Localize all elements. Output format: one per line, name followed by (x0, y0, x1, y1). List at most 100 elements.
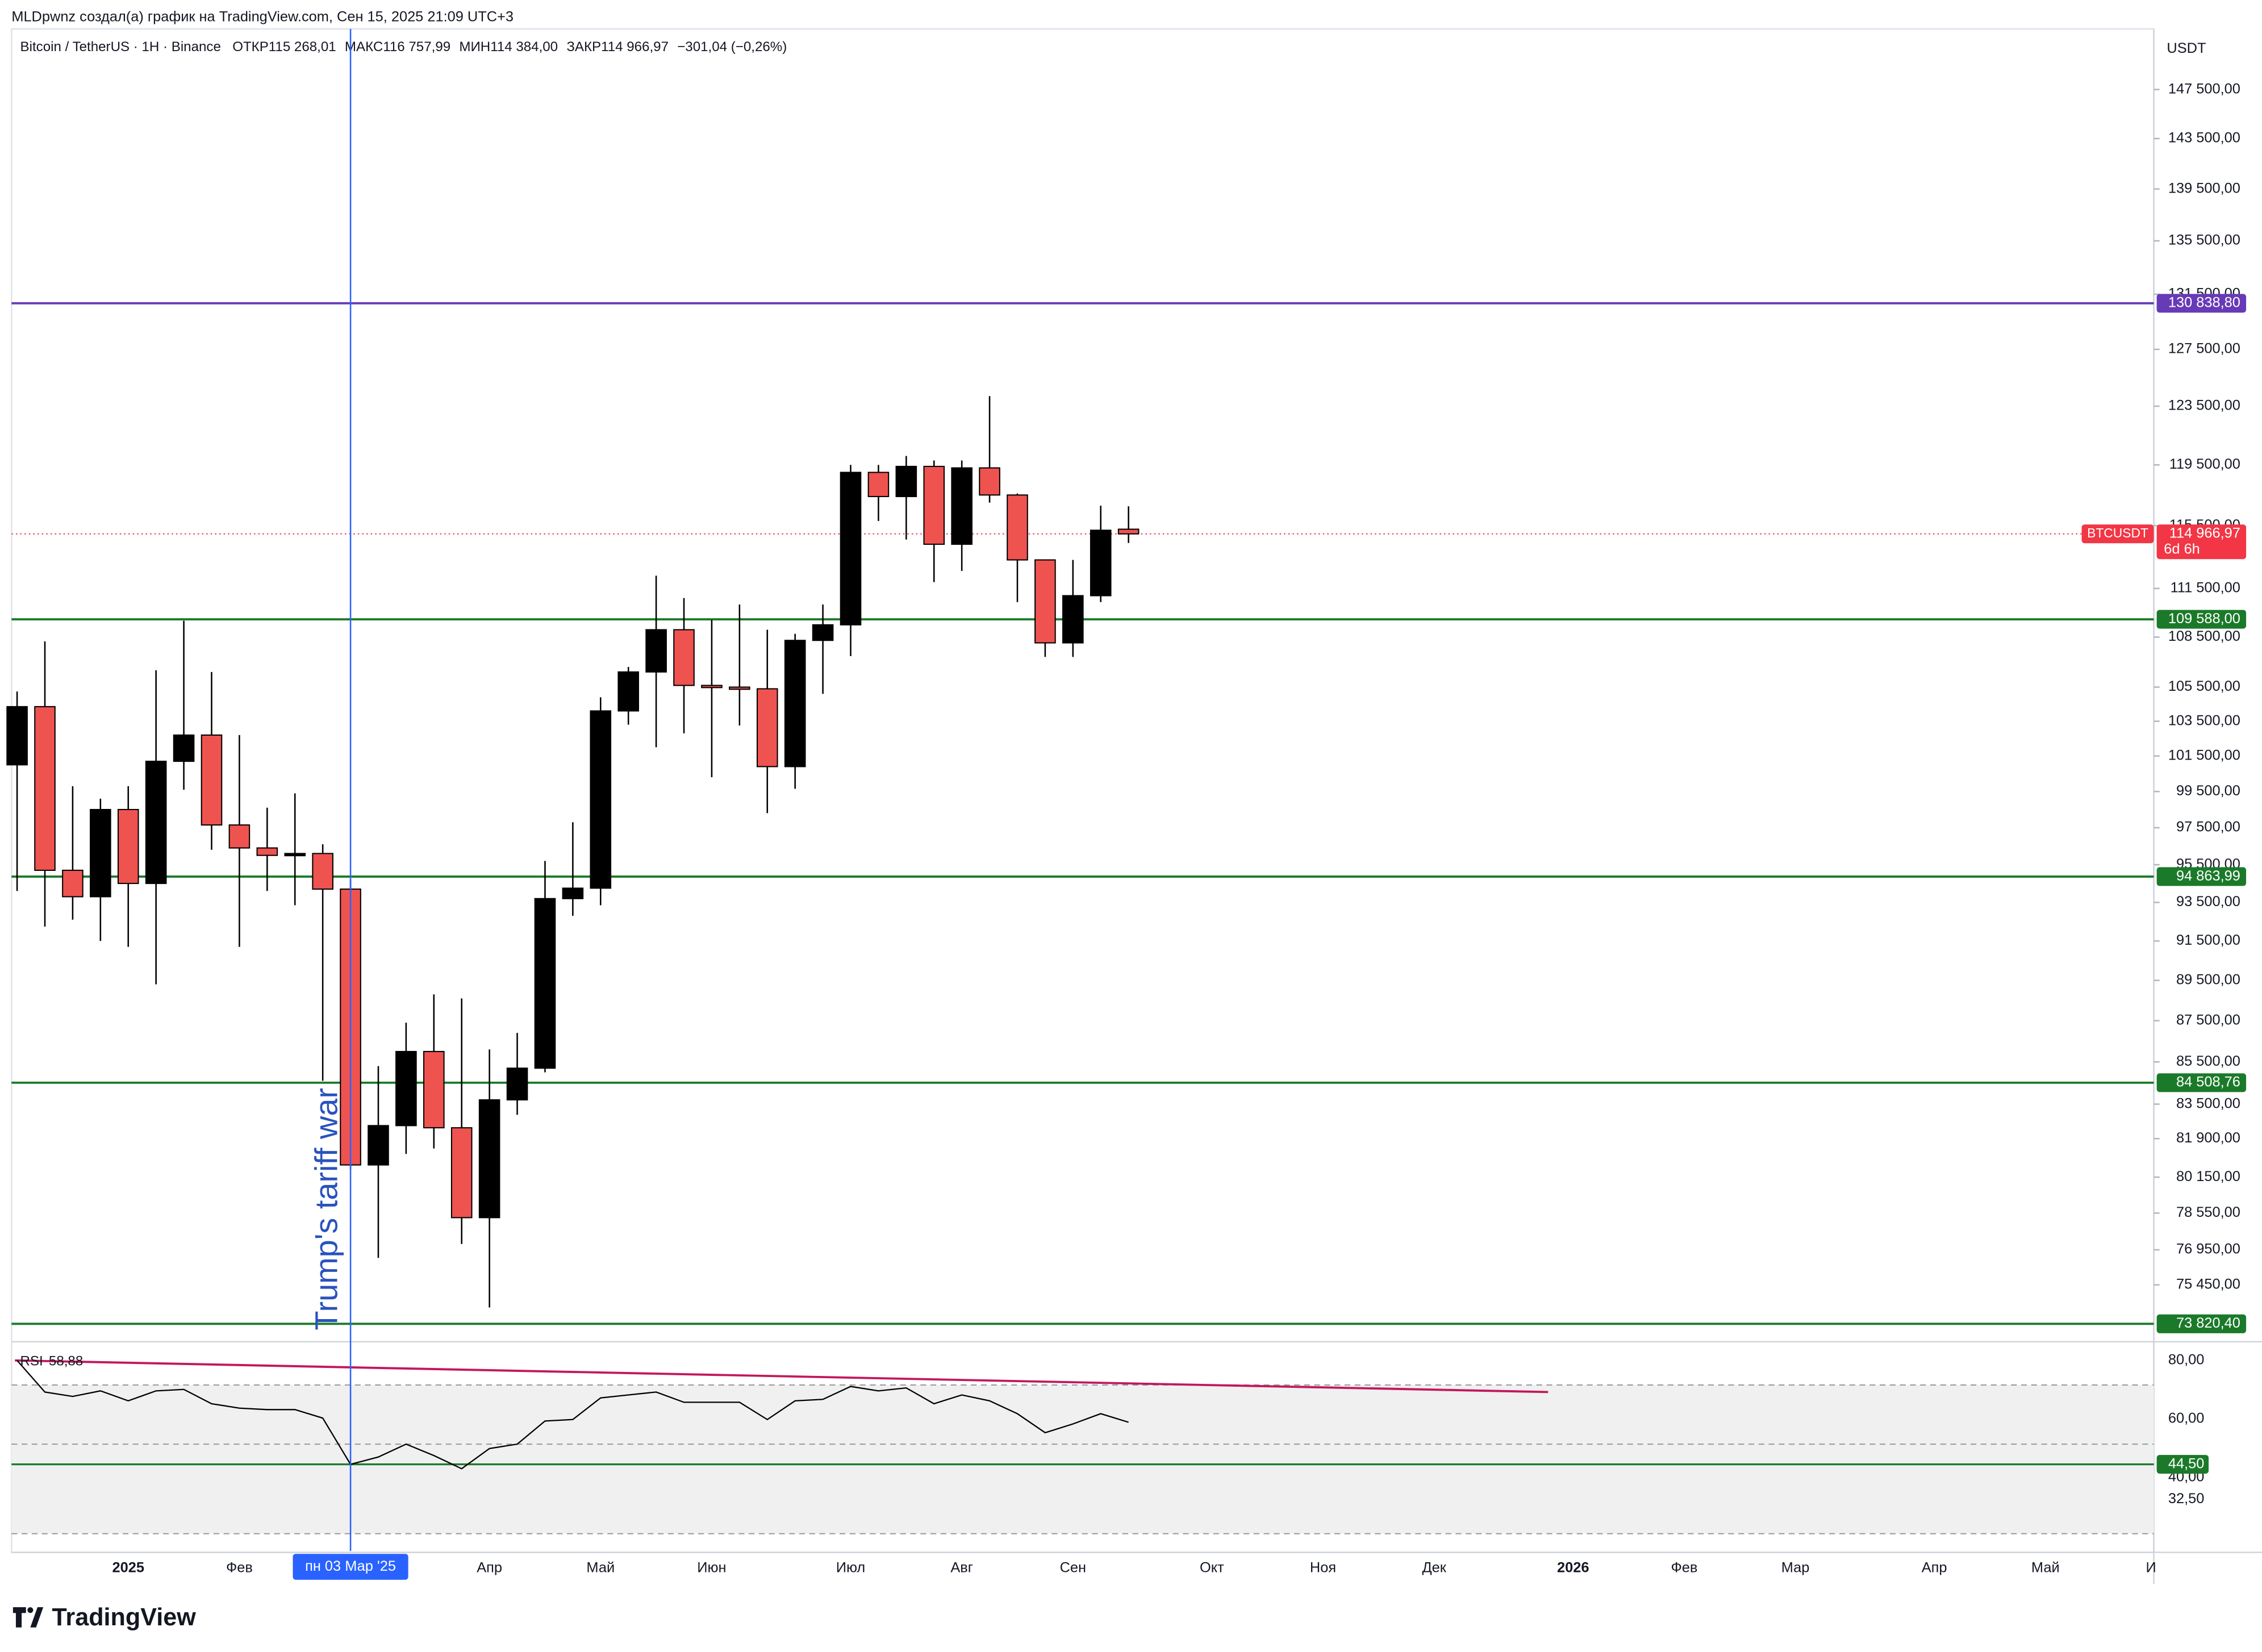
candle-body (506, 1067, 528, 1101)
candle-body (395, 1050, 417, 1127)
legend-value: 115 268,01 (269, 39, 336, 55)
candle-body (756, 688, 778, 767)
legend-label: ЗАКР (566, 39, 601, 55)
legend-value: 114 384,00 (490, 39, 558, 55)
crosshair-label: пн 03 Мар '25 (305, 1558, 396, 1574)
y-tick-label: 76 950,00 (2176, 1241, 2240, 1257)
rsi-tick-label: 80,00 (2168, 1352, 2205, 1368)
candle-body (450, 1127, 473, 1219)
y-tick-label: 105 500,00 (2168, 678, 2240, 694)
rsi-level-label: 44,50 (2168, 1455, 2205, 1471)
y-tick-label: 139 500,00 (2168, 180, 2240, 196)
brand: TradingView (52, 1604, 196, 1631)
x-tick-label: 2026 (1557, 1559, 1589, 1575)
logo: TradingView (12, 1604, 196, 1631)
symbol-label: BTCUSDT (2087, 525, 2148, 540)
candle-body (867, 472, 890, 498)
y-tick-label: 135 500,00 (2168, 232, 2240, 248)
candle-body (201, 734, 223, 826)
rsi-band (11, 1385, 2154, 1534)
logo-icon (12, 1607, 44, 1628)
candle-body (1117, 528, 1140, 535)
candle-body (979, 467, 1000, 496)
legend-title: Bitcoin / TetherUS · 1H · Binance (20, 39, 221, 55)
y-tick-label: 97 500,00 (2176, 819, 2240, 835)
y-tick-label: 89 500,00 (2176, 971, 2240, 987)
y-tick-label: 147 500,00 (2168, 81, 2240, 97)
y-tick-label: 83 500,00 (2176, 1095, 2240, 1111)
y-tick-label: 81 900,00 (2176, 1130, 2240, 1146)
candle-body (1090, 529, 1112, 596)
x-tick-label: Июл (836, 1559, 866, 1575)
x-tick-label: 2025 (112, 1559, 144, 1575)
candle-body (117, 808, 139, 885)
y-tick-label: 143 500,00 (2168, 130, 2240, 146)
x-tick-label: Авг (950, 1559, 973, 1575)
candle-body (90, 808, 111, 898)
candle-body (673, 629, 695, 686)
rsi-level-box (2156, 1455, 2209, 1474)
price-label: 109 588,00 (2168, 611, 2240, 627)
x-tick-label: Мар (1781, 1559, 1810, 1575)
price-label: 94 863,99 (2176, 868, 2240, 884)
y-tick-label: 123 500,00 (2168, 398, 2240, 414)
x-tick-label: Ноя (1310, 1559, 1336, 1575)
candle-body (1062, 595, 1084, 644)
y-tick-label: 108 500,00 (2168, 628, 2240, 644)
y-tick-label: 103 500,00 (2168, 712, 2240, 728)
price-label: 84 508,76 (2176, 1074, 2240, 1090)
candle-body (951, 467, 973, 545)
rsi-tick-label: 32,50 (2168, 1491, 2205, 1507)
candle-body (228, 824, 251, 849)
y-tick-label: 93 500,00 (2176, 894, 2240, 910)
candle-body (173, 734, 195, 762)
candle-body (368, 1125, 389, 1166)
candle-body (590, 710, 612, 889)
y-tick-label: 119 500,00 (2169, 456, 2240, 472)
x-tick-label: Май (586, 1559, 615, 1575)
price-label-box (2156, 867, 2247, 886)
price-label-box (2156, 1314, 2247, 1333)
candle-body (645, 629, 667, 673)
x-tick-label: Апр (477, 1559, 502, 1575)
candle-body (534, 898, 556, 1069)
y-tick-label: 91 500,00 (2176, 932, 2240, 948)
legend-value: 114 966,97 (601, 39, 669, 55)
annotation: Trump's tariff war (308, 1088, 344, 1330)
logo-dot (27, 1607, 34, 1613)
countdown: 6d 6h (2164, 541, 2200, 557)
x-tick-label: Июн (697, 1559, 726, 1575)
candle-body (840, 472, 862, 625)
x-tick-label: Окт (1200, 1559, 1224, 1575)
price-label-box (2156, 1073, 2247, 1092)
y-tick-label: 78 550,00 (2176, 1204, 2240, 1220)
candle-body (1007, 494, 1028, 561)
x-tick-label: Фев (1671, 1559, 1697, 1575)
header: MLDpwnz создал(а) график на TradingView.… (11, 9, 514, 24)
candle-body (34, 706, 56, 871)
candle-body (423, 1050, 445, 1129)
candle-body (923, 465, 945, 545)
candle-body (1034, 559, 1056, 644)
rsi-line (16, 1359, 1129, 1470)
candle-body (562, 887, 584, 899)
rsi-tick-label: 60,00 (2168, 1410, 2205, 1426)
candle-body (701, 685, 723, 689)
x-tick-label: Апр (1922, 1559, 1947, 1575)
x-tick-label: Май (2031, 1559, 2060, 1575)
rsi-trendline (15, 1359, 1549, 1394)
y-tick-label: 80 150,00 (2176, 1169, 2240, 1184)
candle-body (812, 624, 834, 641)
x-tick-label: Дек (1422, 1559, 1446, 1575)
y-tick-label: 101 500,00 (2168, 748, 2240, 764)
legend-label: МИН (459, 39, 490, 55)
candle-body (895, 465, 917, 498)
y-tick-label: 127 500,00 (2168, 341, 2240, 357)
candle-body (256, 847, 278, 856)
last-price-box (2156, 524, 2247, 560)
y-tick-label: 99 500,00 (2176, 783, 2240, 799)
legend-label: ОТКР (232, 39, 269, 55)
legend-value: 116 757,99 (383, 39, 450, 55)
